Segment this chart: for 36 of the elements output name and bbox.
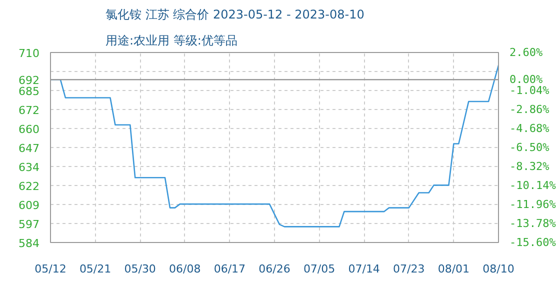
x-tick-label: 05/30 — [124, 262, 156, 276]
chart-subtitle: 用途:农业用 等级:优等品 — [106, 34, 238, 48]
x-tick-label: 05/12 — [34, 262, 66, 276]
y2-tick-label: 2.60% — [510, 46, 543, 59]
y-tick-label: 609 — [18, 199, 40, 212]
x-tick-label: 06/17 — [214, 262, 246, 276]
x-tick-label: 07/14 — [348, 262, 380, 276]
x-tick-label: 06/08 — [169, 262, 201, 276]
y-tick-label: 672 — [18, 104, 40, 117]
y-tick-label: 710 — [18, 47, 40, 60]
y-tick-label: 692 — [18, 74, 40, 88]
y2-tick-label: -4.68% — [510, 122, 550, 135]
y2-tick-label: -8.32% — [510, 160, 550, 173]
y2-tick-label: -10.14% — [510, 179, 556, 192]
y2-tick-label: -15.60% — [510, 236, 556, 249]
y2-tick-label: -13.78% — [510, 217, 556, 230]
x-tick-label: 05/21 — [79, 262, 112, 276]
y2-tick-label: -6.50% — [510, 141, 550, 154]
chart-title: 氯化铵 江苏 综合价 2023-05-12 - 2023-08-10 — [106, 8, 364, 22]
y-tick-label: 584 — [18, 237, 40, 250]
x-tick-label: 06/26 — [258, 262, 290, 276]
y-tick-label: 622 — [18, 180, 40, 193]
y2-tick-label: 0.00% — [510, 73, 543, 86]
x-tick-label: 08/01 — [438, 262, 470, 276]
x-tick-label: 08/10 — [482, 262, 514, 276]
x-tick-label: 07/23 — [393, 262, 425, 276]
y-tick-label: 647 — [18, 142, 40, 155]
y-tick-label: 685 — [18, 85, 40, 98]
y2-tick-label: -11.96% — [510, 198, 556, 211]
y-tick-label: 597 — [18, 218, 40, 231]
y-tick-label: 634 — [18, 161, 40, 174]
line-series — [50, 64, 498, 228]
y2-tick-label: -1.04% — [510, 84, 550, 97]
x-tick-label: 07/05 — [303, 262, 336, 276]
y2-tick-label: -2.86% — [510, 103, 550, 116]
y-tick-label: 660 — [18, 123, 40, 136]
